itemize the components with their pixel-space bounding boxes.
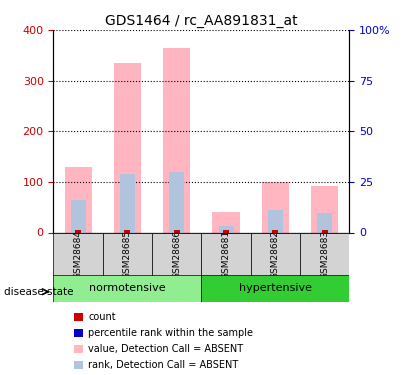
Bar: [125, 231, 130, 232]
Bar: [300, 232, 349, 276]
Bar: [74, 329, 83, 337]
Bar: [201, 232, 251, 276]
Bar: [120, 174, 135, 232]
Bar: [174, 231, 180, 232]
Bar: [262, 182, 289, 232]
Bar: [71, 200, 85, 232]
Text: GSM28684: GSM28684: [74, 230, 83, 279]
Text: hypertensive: hypertensive: [239, 284, 312, 293]
Text: percentile rank within the sample: percentile rank within the sample: [88, 328, 253, 338]
Bar: [163, 48, 190, 232]
Bar: [251, 232, 300, 276]
Bar: [74, 345, 83, 353]
Bar: [322, 231, 328, 232]
Text: GSM28682: GSM28682: [271, 230, 280, 279]
Bar: [311, 186, 338, 232]
Bar: [317, 213, 332, 232]
Bar: [201, 275, 349, 302]
Text: disease state: disease state: [4, 287, 74, 297]
Text: rank, Detection Call = ABSENT: rank, Detection Call = ABSENT: [88, 360, 239, 370]
Text: GSM28685: GSM28685: [123, 230, 132, 279]
Bar: [65, 166, 92, 232]
Text: GSM28683: GSM28683: [320, 230, 329, 279]
Bar: [169, 172, 184, 232]
Bar: [223, 231, 229, 232]
Text: normotensive: normotensive: [89, 284, 166, 293]
Bar: [103, 232, 152, 276]
Bar: [268, 210, 283, 232]
Bar: [219, 226, 233, 232]
Text: GSM28686: GSM28686: [172, 230, 181, 279]
Bar: [272, 231, 278, 232]
Text: GSM28681: GSM28681: [222, 230, 231, 279]
Text: value, Detection Call = ABSENT: value, Detection Call = ABSENT: [88, 344, 243, 354]
Bar: [114, 63, 141, 232]
Bar: [53, 275, 201, 302]
Bar: [152, 232, 201, 276]
Bar: [212, 212, 240, 232]
Bar: [74, 313, 83, 321]
Bar: [74, 361, 83, 369]
Title: GDS1464 / rc_AA891831_at: GDS1464 / rc_AA891831_at: [105, 13, 298, 28]
Bar: [53, 232, 103, 276]
Text: count: count: [88, 312, 116, 322]
Bar: [75, 231, 81, 232]
